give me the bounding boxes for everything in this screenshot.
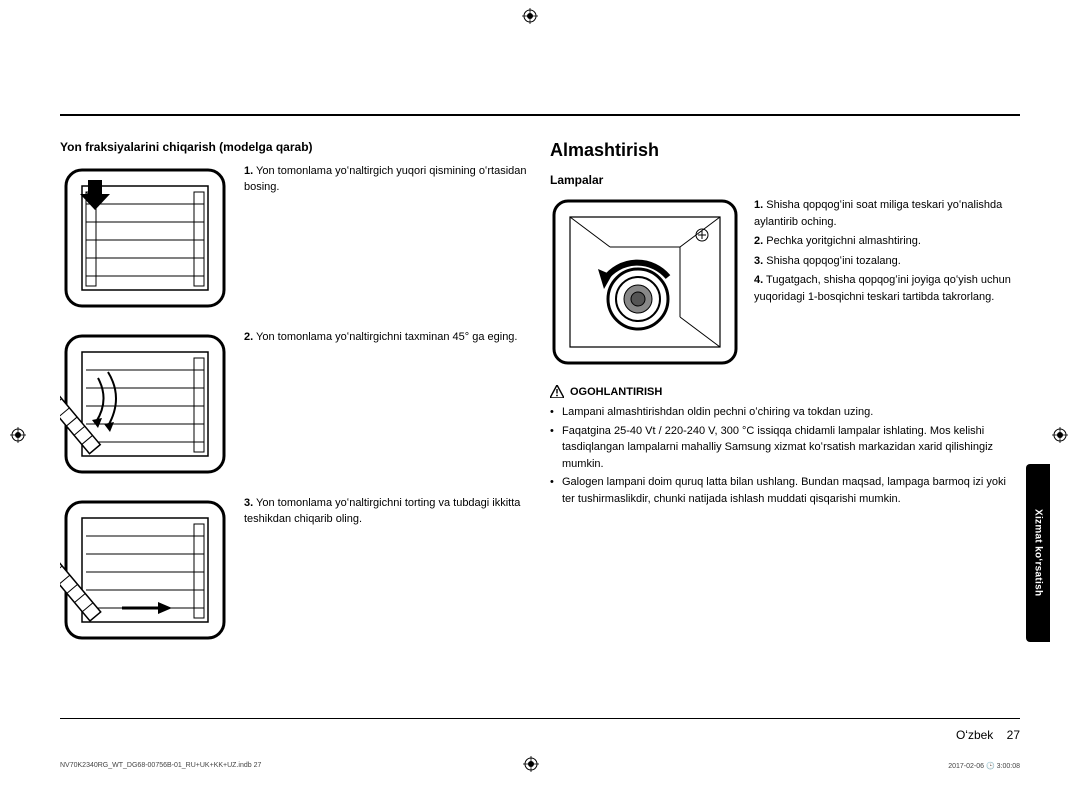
step-2-text: 2. Yon tomonlama yoʻnaltirgichni taxmina… (244, 330, 530, 346)
right-subhead: Lampalar (550, 173, 1020, 187)
figure-oven-pull (60, 496, 230, 644)
warning-label: OGOHLANTIRISH (570, 386, 662, 398)
crop-mark-bottom (523, 756, 539, 777)
right-heading: Almashtirish (550, 140, 1020, 161)
page-number: 27 (1007, 728, 1020, 742)
list-item: 2. Pechka yoritgichni almashtiring. (754, 233, 1020, 250)
list-item: Faqatgina 25-40 Vt / 220-240 V, 300 °C i… (550, 423, 1020, 473)
step-body: Yon tomonlama yoʻnaltirgichni taxminan 4… (256, 331, 517, 343)
figure-lamp (550, 197, 740, 367)
list-item: 3. Shisha qopqogʻini tozalang. (754, 253, 1020, 270)
crop-mark-right (1052, 427, 1068, 443)
warning-icon (550, 385, 564, 398)
left-heading: Yon fraksiyalarini chiqarish (modelga qa… (60, 140, 530, 154)
list-item: 4. Tugatgach, shisha qopqogʻini joyiga q… (754, 272, 1020, 305)
warning-heading: OGOHLANTIRISH (550, 385, 1020, 398)
crop-mark-top (522, 8, 538, 24)
left-column: Yon fraksiyalarini chiqarish (modelga qa… (60, 140, 530, 662)
step-num: 3. (244, 497, 253, 509)
rule-top (60, 114, 1020, 116)
step-1-text: 1. Yon tomonlama yoʻnaltirgich yuqori qi… (244, 164, 530, 196)
right-column: Almashtirish Lampalar (550, 140, 1020, 509)
side-tab: Xizmat koʻrsatish (1026, 464, 1050, 642)
lamp-steps: 1. Shisha qopqogʻini soat miliga teskari… (754, 197, 1020, 308)
list-item: Galogen lampani doim quruq latta bilan u… (550, 474, 1020, 507)
footer-lang: Oʻzbek 27 (956, 728, 1020, 742)
side-tab-label: Xizmat koʻrsatish (1033, 509, 1044, 596)
step-body: Yon tomonlama yoʻnaltirgich yuqori qismi… (244, 165, 527, 193)
figure-oven-press (60, 164, 230, 312)
step-row-2: 2. Yon tomonlama yoʻnaltirgichni taxmina… (60, 330, 530, 478)
warning-list: Lampani almashtirishdan oldin pechni oʻc… (550, 404, 1020, 507)
step-3-text: 3. Yon tomonlama yoʻnaltirgichni torting… (244, 496, 530, 528)
footer-meta-right: 2017-02-06 🕒 3:00:08 (948, 762, 1020, 770)
lang-label: Oʻzbek (956, 728, 993, 742)
footer-meta-left: NV70K2340RG_WT_DG68-00756B-01_RU+UK+KK+U… (60, 762, 261, 769)
crop-mark-left (10, 427, 26, 443)
figure-oven-tilt (60, 330, 230, 478)
step-row-1: 1. Yon tomonlama yoʻnaltirgich yuqori qi… (60, 164, 530, 312)
list-item: 1. Shisha qopqogʻini soat miliga teskari… (754, 197, 1020, 230)
step-num: 1. (244, 165, 253, 177)
step-num: 2. (244, 331, 253, 343)
step-row-3: 3. Yon tomonlama yoʻnaltirgichni torting… (60, 496, 530, 644)
list-item: Lampani almashtirishdan oldin pechni oʻc… (550, 404, 1020, 421)
lamp-step-row: 1. Shisha qopqogʻini soat miliga teskari… (550, 197, 1020, 367)
step-body: Yon tomonlama yoʻnaltirgichni torting va… (244, 497, 520, 525)
rule-bottom (60, 718, 1020, 719)
